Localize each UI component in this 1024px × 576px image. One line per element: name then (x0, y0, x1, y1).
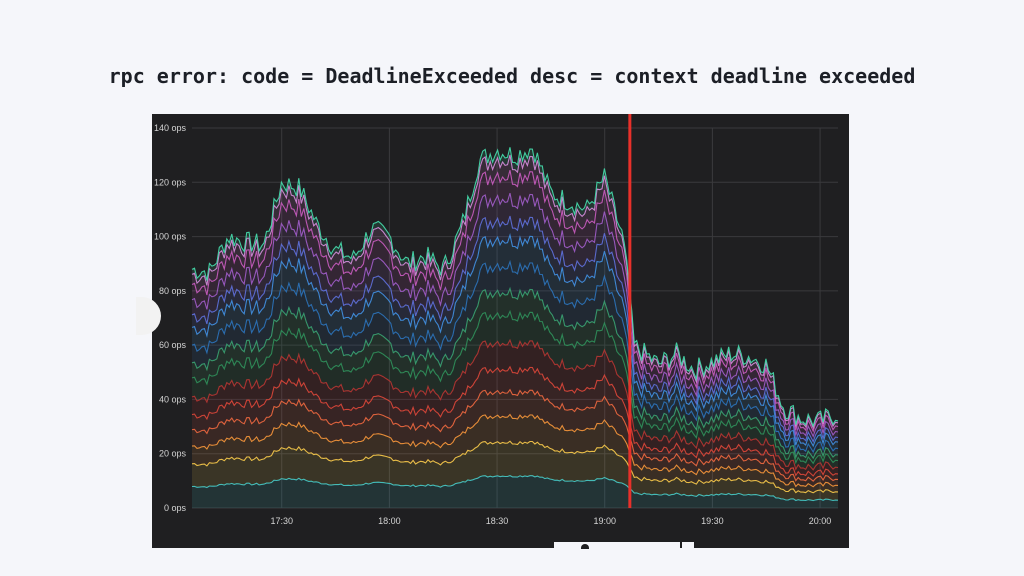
series-line (191, 233, 839, 448)
y-tick-label: 20 ops (159, 449, 187, 459)
series-area (192, 340, 838, 476)
series-line (191, 365, 839, 477)
x-tick-label: 17:30 (270, 516, 293, 526)
x-tick-label: 19:30 (701, 516, 724, 526)
series-line (191, 440, 839, 494)
series-area (192, 311, 838, 470)
series-line (191, 413, 839, 488)
chart-panel: 0 ops 20 ops 40 ops 60 ops 80 ops 100 ops 120 … (152, 114, 849, 548)
series-line (191, 170, 839, 433)
y-tick-label: 80 ops (159, 286, 187, 296)
series-area (192, 441, 838, 501)
series-line (191, 147, 839, 428)
series-area (192, 475, 838, 508)
series-area (192, 366, 838, 482)
x-tick-label: 18:00 (378, 516, 401, 526)
scrollbar-track[interactable] (554, 542, 694, 548)
series-line (191, 259, 839, 454)
y-tick-label: 60 ops (159, 340, 187, 350)
y-tick-label: 120 ops (154, 177, 187, 187)
y-tick-label: 40 ops (159, 394, 187, 404)
series-area (192, 414, 838, 493)
x-tick-label: 19:00 (593, 516, 616, 526)
stacked-area-chart: 0 ops 20 ops 40 ops 60 ops 80 ops 100 ops 120 … (154, 114, 839, 526)
x-tick-label: 18:30 (486, 516, 509, 526)
scrollbar-thumb[interactable] (581, 544, 589, 549)
series-area (192, 389, 838, 487)
series-line (191, 154, 839, 430)
page-title: rpc error: code = DeadlineExceeded desc … (108, 64, 916, 88)
scrollbar-end-marker (680, 542, 682, 548)
y-tick-label: 100 ops (154, 232, 187, 242)
series-line (191, 338, 839, 471)
series-line (191, 192, 839, 438)
series-line (191, 475, 839, 502)
series-line (191, 286, 839, 460)
y-tick-label: 0 ops (164, 503, 187, 513)
series-line (191, 215, 839, 443)
y-tick-label: 140 ops (154, 123, 187, 133)
series-line (191, 388, 839, 482)
x-tick-label: 20:00 (809, 516, 832, 526)
series-line (191, 309, 839, 465)
